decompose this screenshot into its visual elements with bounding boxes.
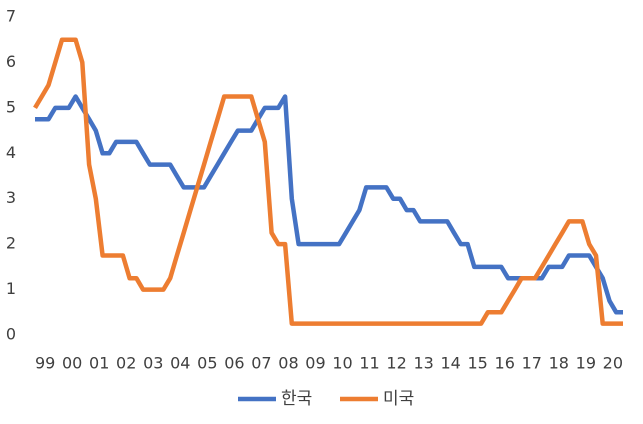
x-tick-label: 01	[89, 354, 109, 373]
legend-label: 한국	[281, 389, 312, 409]
x-tick-label: 14	[440, 354, 460, 373]
x-tick-label: 12	[386, 354, 406, 373]
x-tick-label: 03	[143, 354, 163, 373]
x-tick-label: 99	[35, 354, 55, 373]
series-line	[33, 37, 623, 326]
x-tick-label: 10	[332, 354, 352, 373]
y-tick-label: 3	[6, 188, 16, 207]
x-tick-label: 08	[278, 354, 298, 373]
legend-label: 미국	[383, 389, 414, 409]
x-tick-label: 07	[251, 354, 271, 373]
x-tick-label: 11	[359, 354, 379, 373]
y-tick-label: 0	[6, 325, 16, 344]
y-tick-label: 6	[6, 52, 16, 71]
x-tick-label: 05	[197, 354, 217, 373]
x-tick-label: 09	[305, 354, 325, 373]
x-tick-label: 02	[116, 354, 136, 373]
x-tick-label: 04	[170, 354, 190, 373]
x-tick-label: 15	[468, 354, 488, 373]
x-tick-label: 16	[495, 354, 515, 373]
x-tick-label: 18	[549, 354, 569, 373]
x-tick-label: 17	[522, 354, 542, 373]
y-tick-label: 2	[6, 234, 16, 253]
x-tick-label: 06	[224, 354, 244, 373]
x-tick-label: 13	[413, 354, 433, 373]
y-tick-label: 7	[6, 7, 16, 26]
y-tick-label: 5	[6, 97, 16, 116]
y-tick-label: 1	[6, 279, 16, 298]
x-tick-label: 20	[603, 354, 623, 373]
x-tick-label: 00	[62, 354, 82, 373]
y-tick-label: 4	[6, 143, 16, 162]
x-tick-label: 19	[576, 354, 596, 373]
